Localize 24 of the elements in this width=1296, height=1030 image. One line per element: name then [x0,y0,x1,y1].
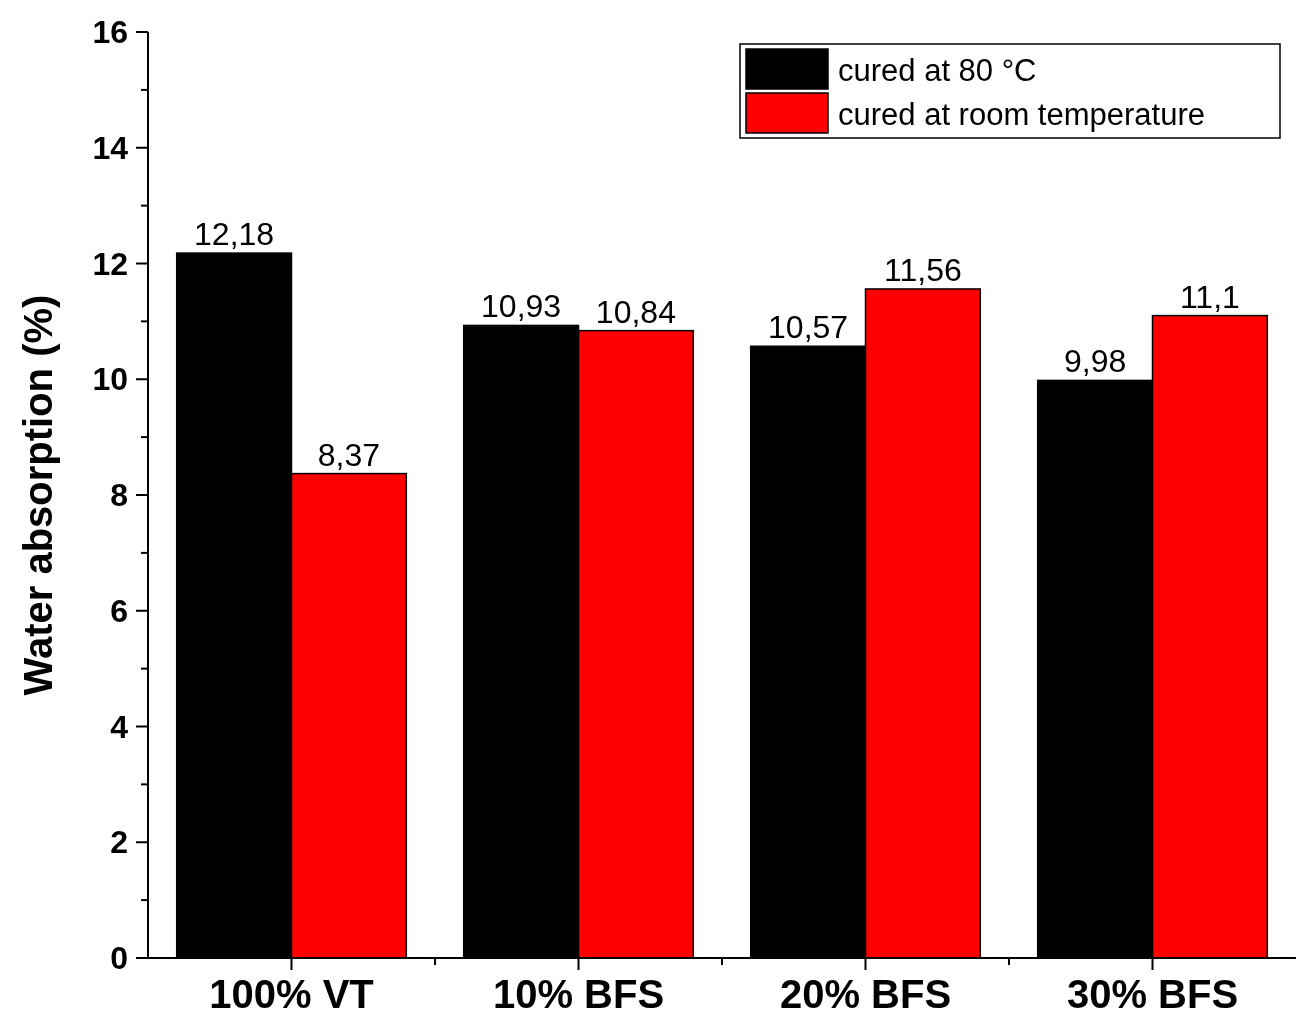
data-label: 10,84 [595,293,676,330]
y-tick-label: 6 [110,592,128,629]
data-label: 9,98 [1063,343,1127,380]
y-tick-label: 2 [110,824,128,861]
data-label: 10,57 [768,309,849,346]
y-axis-title: Water absorption (%) [16,294,60,696]
x-tick-label: 30% BFS [1066,972,1239,1016]
y-tick-label: 16 [92,14,128,51]
y-tick-label: 8 [110,477,128,514]
data-label: 11,1 [1179,278,1240,315]
x-tick-label: 100% VT [209,972,374,1016]
x-tick-label: 10% BFS [492,972,665,1016]
x-tick-label: 20% BFS [779,972,952,1016]
data-label: 8,37 [317,436,381,473]
y-tick-label: 0 [110,940,128,977]
y-tick-label: 10 [92,361,128,398]
data-label: 11,56 [884,251,962,288]
y-tick-label: 4 [110,708,129,745]
legend-label: cured at 80 °C [838,52,1037,88]
legend-label: cured at room temperature [838,96,1206,132]
y-tick-label: 12 [92,245,128,282]
data-label: 10,93 [481,288,562,325]
y-tick-label: 14 [92,129,129,166]
data-label: 12,18 [194,216,275,253]
